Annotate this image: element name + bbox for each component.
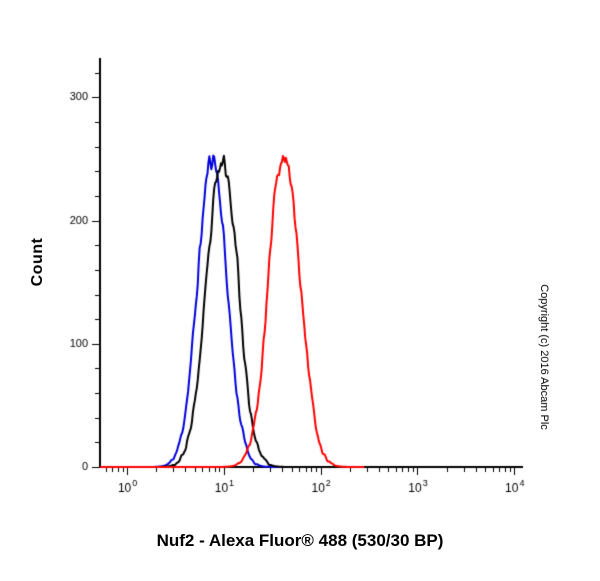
- y-axis-label: Count: [29, 237, 46, 287]
- copyright-text: Copyright (c) 2016 Abcam Plc: [538, 284, 550, 430]
- chart-title: Nuf2 - Alexa Fluor® 488 (530/30 BP): [156, 531, 444, 550]
